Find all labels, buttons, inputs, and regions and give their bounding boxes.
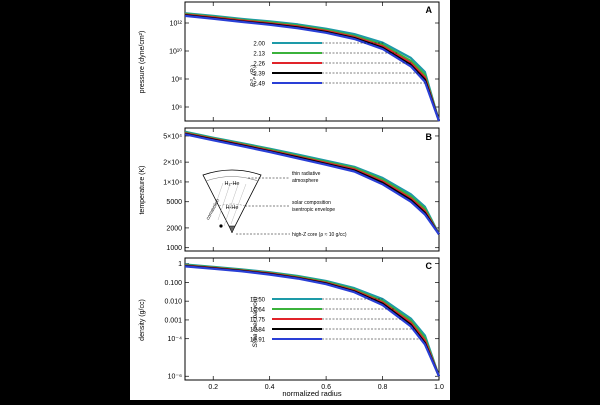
panel-pressure: A pressure (dyne/cm²) R⁰ₚ (Rⱼ) 10¹² 10¹⁰ 1… bbox=[139, 1, 441, 122]
x-tick-label-4: 1.0 bbox=[434, 384, 444, 391]
panel-letter-a: A bbox=[426, 5, 433, 15]
legend-label-pressure-1: 2.13 bbox=[253, 51, 265, 57]
inset-annotation-atmosphere: thin radiative atmosphere bbox=[292, 171, 322, 184]
inset-atmosphere-line-2: atmosphere bbox=[292, 178, 319, 184]
y-tick-label-density-4: 10⁻⁴ bbox=[168, 336, 183, 343]
panel-letter-b: B bbox=[426, 132, 433, 142]
y-tick-label-pressure-0: 10¹² bbox=[170, 21, 183, 28]
x-tick-label-3: 0.8 bbox=[378, 384, 388, 391]
y-tick-label-density-1: 0.100 bbox=[164, 280, 182, 287]
inset-envelope-line-2: isentropic envelope bbox=[292, 207, 335, 213]
y-tick-label-temperature-4: 2000 bbox=[166, 225, 182, 232]
inset-wedge bbox=[202, 169, 262, 233]
y-tick-label-temperature-5: 1000 bbox=[166, 245, 182, 252]
inset-hatch-4 bbox=[230, 183, 247, 225]
inset-atmosphere-line-1: thin radiative bbox=[292, 171, 321, 177]
x-tick-label-1: 0.4 bbox=[265, 384, 275, 391]
y-tick-label-temperature-1: 2×10⁴ bbox=[163, 160, 182, 167]
y-tick-label-pressure-1: 10¹⁰ bbox=[169, 48, 182, 56]
legend-label-density-2: 10.75 bbox=[250, 317, 266, 323]
y-tick-label-temperature-3: 5000 bbox=[166, 199, 182, 206]
inset-label-h2-he: H₂-He bbox=[225, 181, 240, 187]
legend-title-density: Sᴵ/kʙ (per baryon) bbox=[252, 297, 259, 348]
plot-frame-pressure bbox=[184, 1, 440, 122]
y-tick-label-density-5: 10⁻⁶ bbox=[168, 374, 182, 381]
y-axis-label-density: density (g/cc) bbox=[139, 299, 146, 341]
legend-label-pressure-4: 2.49 bbox=[253, 81, 265, 87]
series-line-pressure-4 bbox=[184, 14, 441, 122]
legend-label-pressure-2: 2.26 bbox=[253, 61, 265, 67]
inset-hatch-1 bbox=[212, 182, 224, 213]
series-line-density-4 bbox=[184, 265, 441, 377]
x-axis-label: normalized radius bbox=[282, 389, 341, 398]
legend-title-pressure: R⁰ₚ (Rⱼ) bbox=[250, 65, 257, 87]
y-axis-label-pressure: pressure (dyne/cm²) bbox=[139, 31, 146, 94]
panel-temperature: B temperature (K) H₂-He H-He convection … bbox=[139, 127, 440, 252]
legend-label-density-1: 10.64 bbox=[250, 307, 266, 313]
legend-label-pressure-0: 2.00 bbox=[253, 41, 265, 47]
series-line-temperature-4 bbox=[184, 133, 440, 235]
y-tick-label-temperature-0: 5×10⁴ bbox=[163, 133, 182, 140]
inset-arrow-tail bbox=[219, 224, 223, 228]
legend-label-pressure-3: 2.39 bbox=[253, 71, 265, 77]
y-tick-label-density-2: 0.010 bbox=[164, 299, 182, 306]
inset-envelope-line-1: solar composition bbox=[292, 200, 331, 206]
legend-label-density-4: 10.91 bbox=[250, 337, 266, 343]
inset-annotation-core: high-Z core (ρ ≈ 10 g/cc) bbox=[292, 232, 347, 238]
inset-hatch-2 bbox=[217, 183, 231, 221]
inset-hatch-3 bbox=[223, 184, 239, 227]
panel-letter-c: C bbox=[426, 261, 433, 271]
y-tick-label-pressure-2: 10⁸ bbox=[171, 77, 182, 84]
y-tick-label-temperature-2: 1×10⁴ bbox=[163, 179, 182, 186]
panel-density: C density (g/cc) Sᴵ/kʙ (per baryon) 0.2 0… bbox=[139, 257, 444, 391]
inset-core bbox=[228, 225, 236, 234]
inset-label-h-he: H-He bbox=[226, 205, 239, 211]
x-tick-label-2: 0.6 bbox=[321, 384, 331, 391]
inset-atmosphere-boundary bbox=[205, 176, 259, 182]
legend-label-density-0: 10.50 bbox=[250, 297, 266, 303]
y-tick-label-density-0: 1 bbox=[178, 261, 182, 268]
y-tick-label-pressure-3: 10⁶ bbox=[171, 105, 182, 112]
legend-label-density-3: 10.84 bbox=[250, 327, 266, 333]
x-tick-label-0: 0.2 bbox=[208, 384, 218, 391]
y-tick-label-density-3: 0.001 bbox=[164, 317, 182, 324]
inset-annotation-envelope: solar composition isentropic envelope bbox=[292, 200, 335, 213]
y-axis-label-temperature: temperature (K) bbox=[139, 165, 146, 214]
